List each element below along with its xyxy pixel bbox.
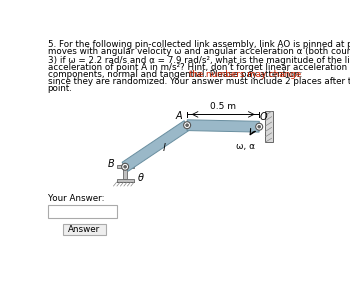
Text: ω, α: ω, α	[236, 142, 255, 151]
Text: O: O	[260, 112, 268, 122]
Text: point.: point.	[48, 84, 72, 93]
Bar	[187, 120, 259, 132]
Bar	[48, 205, 117, 218]
Bar	[123, 168, 127, 179]
Bar	[265, 111, 273, 142]
Bar	[117, 165, 134, 168]
Circle shape	[184, 122, 191, 129]
Circle shape	[258, 125, 261, 128]
Text: 5. For the following pin-collected link assembly, link AO is pinned at point O, : 5. For the following pin-collected link …	[48, 40, 350, 49]
Text: 3) if ω = 2.2 rad/s and α = 7.9 rad/s², what is the magnitude of the linear: 3) if ω = 2.2 rad/s and α = 7.9 rad/s², …	[48, 56, 350, 65]
Text: 0.5 m: 0.5 m	[210, 102, 236, 111]
Text: Your Answer:: Your Answer:	[48, 194, 104, 203]
Circle shape	[186, 124, 189, 127]
Circle shape	[122, 163, 128, 170]
Text: B: B	[107, 160, 114, 169]
Bar	[117, 179, 134, 182]
Circle shape	[124, 165, 126, 168]
Bar	[122, 121, 190, 171]
Text: acceleration of point A in m/s²? Hint, don’t forget linear acceleration has two: acceleration of point A in m/s²? Hint, d…	[48, 63, 350, 72]
Text: components, normal and tangential. Please pay attention:: components, normal and tangential. Pleas…	[48, 70, 305, 79]
Bar	[63, 224, 106, 235]
Text: moves with angular velocity ω and angular acceleration α (both counterclockwise): moves with angular velocity ω and angula…	[48, 47, 350, 56]
Text: l: l	[162, 142, 165, 152]
Text: the numbers may change: the numbers may change	[189, 70, 302, 79]
Text: A: A	[175, 111, 182, 121]
Text: θ: θ	[138, 173, 144, 183]
Text: Answer: Answer	[68, 225, 100, 234]
Circle shape	[256, 123, 263, 130]
Text: since they are randomized. Your answer must include 2 places after the decimal: since they are randomized. Your answer m…	[48, 77, 350, 86]
